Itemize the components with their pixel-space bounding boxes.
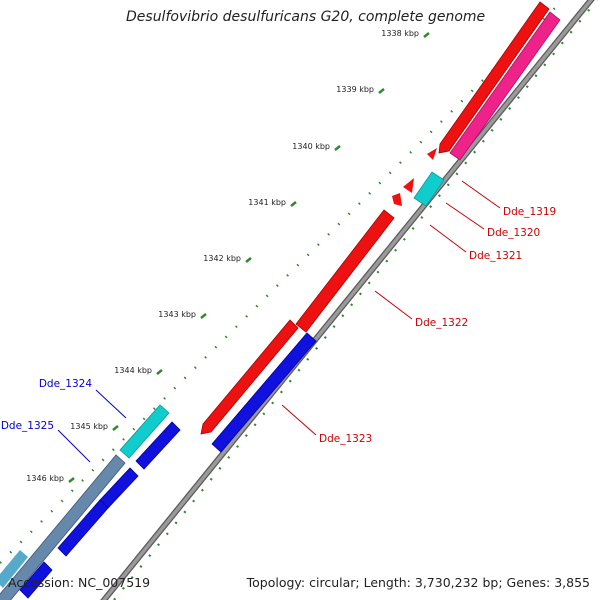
outer-dotted-ring [0, 6, 557, 564]
leader-line [374, 290, 413, 320]
tick-label: 1339 kbp [336, 85, 374, 94]
tick-label: 1341 kbp [248, 198, 286, 207]
gene-label-text: Dde_1322 [415, 317, 468, 329]
gene-label-text: Dde_1323 [319, 433, 372, 445]
gene-pink[interactable] [449, 11, 561, 161]
gene-label-text: Dde_1325 [1, 420, 54, 432]
leader-line [445, 202, 485, 230]
gene-label-dde-1325[interactable]: Dde_1325 [1, 420, 91, 463]
gene-dde-1320b[interactable] [403, 178, 414, 193]
topology-label: Topology: circular; Length: 3,730,232 bp… [246, 575, 590, 590]
tick-mark [334, 145, 341, 151]
backbone [100, 0, 595, 600]
tick-label: 1342 kbp [203, 254, 241, 263]
outer-strand-genes [0, 1, 550, 600]
tick-1338-kbp: 1338 kbp [381, 29, 430, 38]
gene-dde-1320-cyan[interactable] [413, 171, 445, 207]
gene-blue-4[interactable] [19, 561, 53, 599]
gene-label-dde-1319[interactable]: Dde_1319 [461, 180, 556, 218]
gene-blue-3[interactable] [57, 499, 109, 557]
gene-label-text: Dde_1324 [39, 378, 93, 390]
inner-strand-genes [19, 11, 561, 599]
backbone-line [101, 0, 594, 600]
gene-label-dde-1320[interactable]: Dde_1320 [445, 202, 540, 239]
leader-line [429, 224, 467, 253]
tick-label: 1338 kbp [381, 29, 419, 38]
leader-line [461, 180, 501, 209]
tick-mark [423, 32, 430, 38]
gene-dde-1322b[interactable] [200, 319, 299, 435]
tick-mark [378, 88, 385, 94]
gene-dde-1320[interactable] [427, 148, 437, 160]
gene-dde-1324[interactable] [119, 404, 170, 459]
gene-dde-1322[interactable] [295, 209, 395, 333]
tick-label: 1343 kbp [158, 310, 196, 319]
gene-labels: Dde_1319 Dde_1320 Dde_1321 Dde_1322 Dde_1323… [1, 180, 556, 463]
tick-mark [245, 257, 252, 263]
tick-1344-kbp: 1344 kbp [114, 366, 163, 375]
tick-1346-kbp: 1346 kbp [26, 474, 75, 483]
gene-label-dde-1322[interactable]: Dde_1322 [374, 290, 468, 329]
gene-grayblue-edge[interactable] [0, 550, 28, 588]
tick-mark [68, 477, 75, 483]
tick-label: 1344 kbp [114, 366, 152, 375]
gene-label-text: Dde_1321 [469, 250, 522, 262]
tick-1339-kbp: 1339 kbp [336, 85, 385, 94]
leader-line [57, 429, 91, 463]
gene-dde-1321[interactable] [392, 193, 402, 206]
major-ticks: 1338 kbp 1339 kbp 1340 kbp 1341 kbp 1342 kbp… [26, 29, 430, 483]
tick-1345-kbp: 1345 kbp [70, 422, 119, 431]
gene-label-text: Dde_1320 [487, 227, 540, 239]
gene-dde-1325[interactable] [0, 454, 126, 600]
tick-mark [112, 425, 119, 431]
tick-label: 1345 kbp [70, 422, 108, 431]
leader-line [281, 404, 317, 436]
tick-mark [156, 369, 163, 375]
gene-blue-1[interactable] [135, 421, 181, 470]
gene-label-text: Dde_1319 [503, 206, 556, 218]
outer-tick-ring [0, 6, 557, 564]
tick-1341-kbp: 1341 kbp [248, 198, 297, 207]
leader-line [95, 389, 127, 419]
accession-label: Accession: NC_007519 [8, 575, 151, 590]
tick-mark [200, 313, 207, 319]
tick-1340-kbp: 1340 kbp [292, 142, 341, 151]
tick-1342-kbp: 1342 kbp [203, 254, 252, 263]
tick-1343-kbp: 1343 kbp [158, 310, 207, 319]
tick-label: 1346 kbp [26, 474, 64, 483]
gene-label-dde-1323[interactable]: Dde_1323 [281, 404, 372, 445]
tick-label: 1340 kbp [292, 142, 330, 151]
gene-label-dde-1321[interactable]: Dde_1321 [429, 224, 522, 262]
map-title: Desulfovibrio desulfuricans G20, complet… [126, 9, 486, 25]
gene-label-dde-1324[interactable]: Dde_1324 [39, 378, 127, 419]
tick-mark [290, 201, 297, 207]
gene-dde-1323[interactable] [211, 332, 317, 453]
gene-dde-1319[interactable] [438, 1, 550, 154]
